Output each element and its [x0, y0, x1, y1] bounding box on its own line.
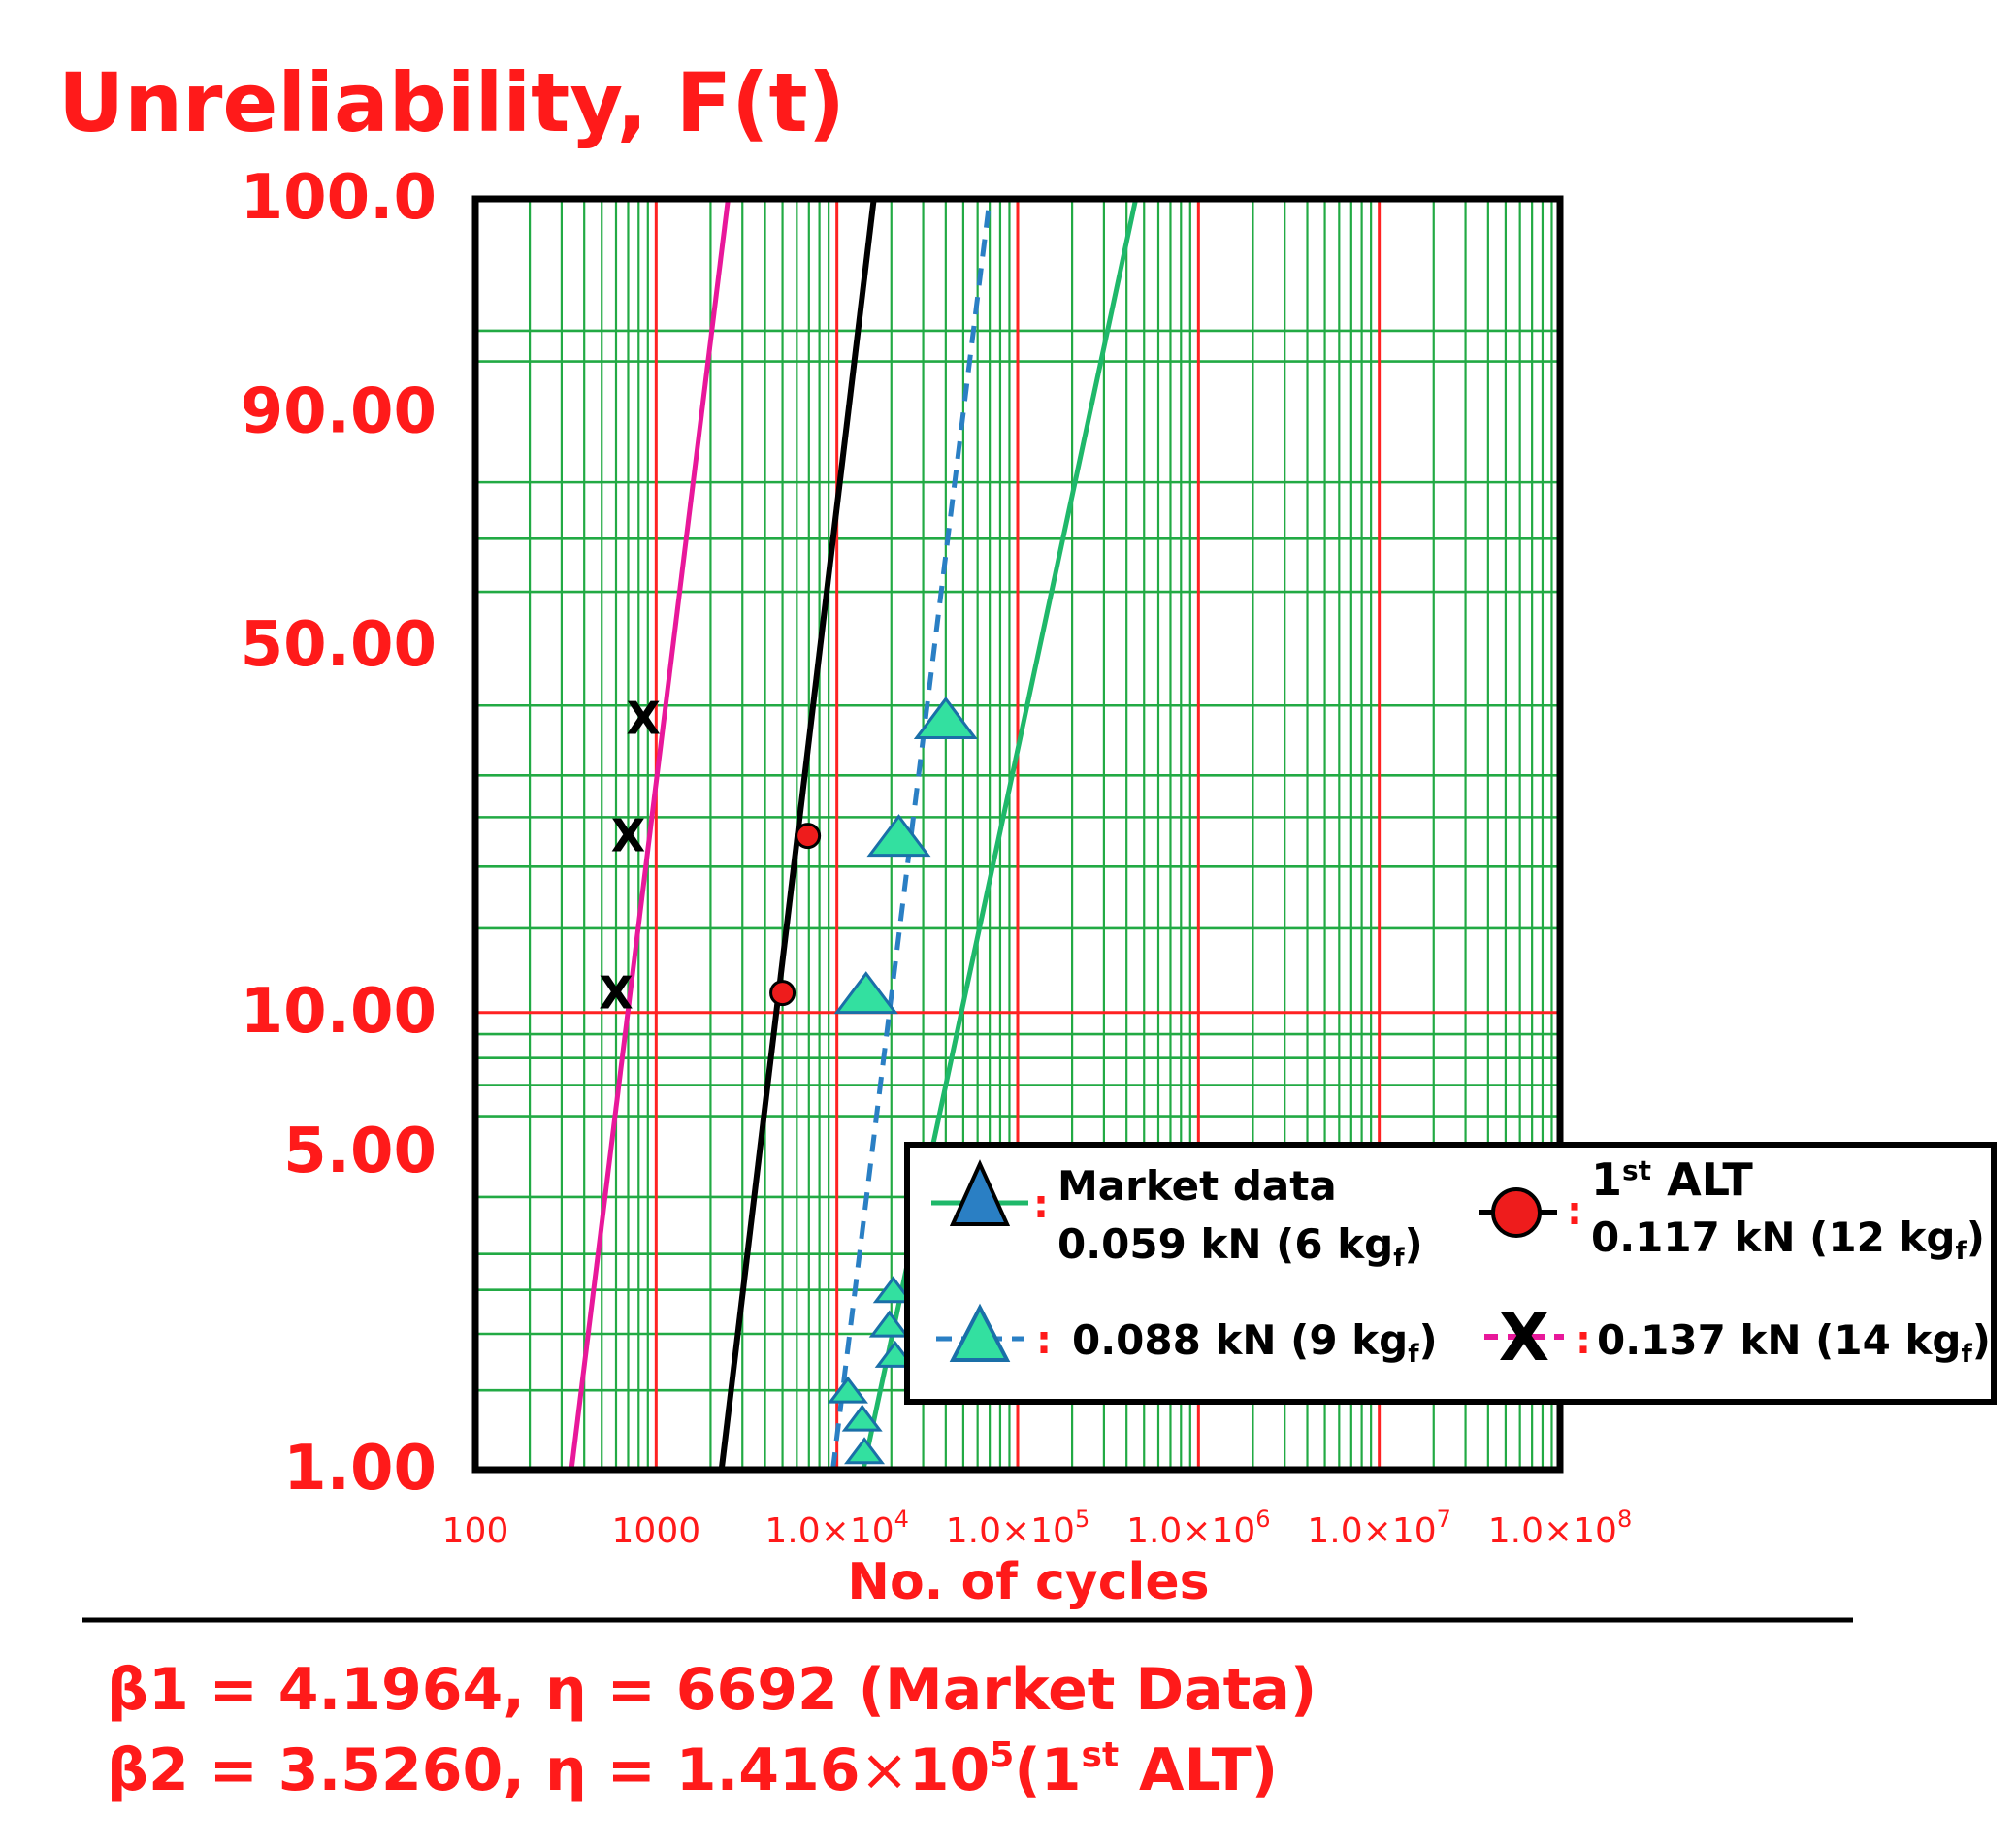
legend: : Market data 0.059 kN (6 kgf) : 1st ALT…	[904, 1142, 1997, 1405]
params-line-2: β2 = 3.5260, η = 1.416×105(1st ALT)	[107, 1735, 1278, 1804]
legend-sep: :	[1033, 1183, 1049, 1227]
fit-line	[830, 198, 992, 1471]
y-tick-label: 10.00	[241, 976, 437, 1048]
triangle-marker	[874, 1340, 916, 1368]
y-tick-label: 50.00	[241, 609, 437, 681]
triangle-marker	[866, 814, 931, 858]
triangle-icon	[949, 1303, 1011, 1362]
y-tick-label: 5.00	[283, 1116, 437, 1187]
x-tick-label: 1000	[612, 1511, 701, 1551]
y-tick-label: 90.00	[241, 375, 437, 447]
legend-sep: :	[1036, 1318, 1052, 1363]
triangle-marker	[913, 697, 978, 740]
plot-frame	[471, 195, 1564, 1474]
triangle-icon	[949, 1159, 1011, 1226]
data-markers: X X X	[599, 693, 978, 1465]
legend-sep: :	[1567, 1189, 1582, 1234]
legend-box	[904, 1142, 1997, 1405]
triangle-marker	[844, 1437, 886, 1465]
params-line-1: β1 = 4.1964, η = 6692 (Market Data)	[107, 1656, 1317, 1724]
circle-marker	[769, 980, 797, 1007]
legend-14kgf-value: 0.137 kN (14 kgf)	[1597, 1316, 1991, 1369]
y-tick-label: 1.00	[283, 1433, 437, 1505]
legend-entry-market-data: : Market data 0.059 kN (6 kgf)	[931, 1159, 1423, 1273]
triangle-marker	[833, 971, 898, 1015]
triangle-marker	[827, 1376, 868, 1404]
triangle-marker	[868, 1310, 910, 1338]
x-tick-labels: 100 1000 1.0×104 1.0×105 1.0×106 1.0×107 1.0×1…	[442, 1506, 1633, 1551]
y-tick-labels: 1.00 5.00 10.00 50.00 90.00 100.0	[241, 162, 437, 1505]
y-tick-label: 100.0	[241, 162, 437, 234]
x-marker: X	[599, 967, 633, 1020]
x-tick-label: 1.0×104	[764, 1506, 909, 1551]
triangle-marker	[872, 1276, 914, 1304]
legend-entry-9kgf: : 0.088 kN (9 kgf)	[936, 1303, 1438, 1369]
chart-title: Unreliability, F(t)	[58, 55, 845, 150]
triangle-marker	[841, 1404, 883, 1432]
x-tick-label: 1.0×105	[946, 1506, 1090, 1551]
x-tick-label: 1.0×107	[1307, 1506, 1451, 1551]
legend-entry-14kgf: X : 0.137 kN (14 kgf)	[1484, 1300, 1991, 1377]
circle-icon	[1491, 1187, 1542, 1238]
x-marker: X	[626, 693, 660, 745]
x-marker-icon: X	[1499, 1300, 1549, 1377]
legend-9kgf-value: 0.088 kN (9 kgf)	[1072, 1316, 1438, 1369]
legend-alt-value: 0.117 kN (12 kgf)	[1591, 1214, 1985, 1266]
legend-alt-label: 1st ALT	[1591, 1153, 1753, 1206]
x-tick-label: 1.0×106	[1126, 1506, 1271, 1551]
fit-line	[569, 198, 731, 1471]
legend-entry-first-alt: : 1st ALT 0.117 kN (12 kgf)	[1479, 1153, 1985, 1266]
legend-sep: :	[1576, 1318, 1591, 1363]
x-tick-label: 100	[442, 1511, 509, 1551]
x-marker: X	[611, 810, 645, 862]
legend-market-label: Market data	[1057, 1162, 1337, 1210]
legend-market-value: 0.059 kN (6 kgf)	[1057, 1220, 1423, 1273]
circle-marker	[795, 823, 822, 850]
x-tick-label: 1.0×108	[1488, 1506, 1633, 1551]
x-axis-label: No. of cycles	[847, 1553, 1209, 1611]
